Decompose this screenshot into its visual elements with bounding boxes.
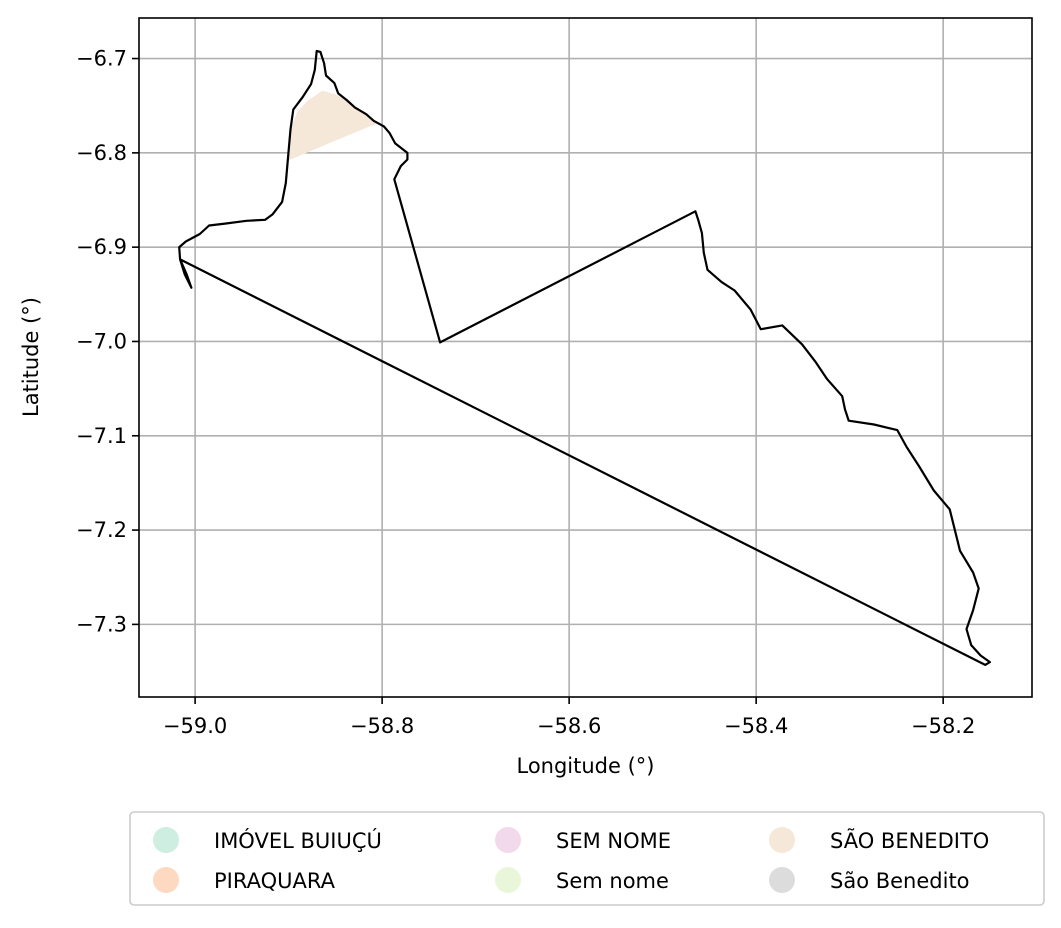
y-tick-label: −7.0 [76, 329, 127, 353]
legend-marker [495, 827, 521, 853]
legend-label: IMÓVEL BUIUÇÚ [214, 828, 382, 853]
legend: IMÓVEL BUIUÇÚ PIRAQUARA SEM NOME Sem nome SÃ… [129, 811, 1045, 906]
legend-marker [769, 827, 795, 853]
legend-label: SÃO BENEDITO [830, 827, 989, 853]
y-tick-label: −6.8 [76, 141, 127, 165]
grid-layer [139, 18, 1032, 697]
x-tick-label: −58.4 [724, 714, 788, 738]
x-tick-label: −58.6 [537, 714, 601, 738]
legend-label: PIRAQUARA [214, 869, 336, 893]
x-tick-label: −59.0 [163, 714, 227, 738]
y-axis-label: Latitude (°) [19, 297, 43, 417]
legend-marker [153, 867, 179, 893]
legend-marker [495, 867, 521, 893]
tick-layer: −59.0 −58.8 −58.6 −58.4 −58.2 −6.7 −6.8 −6.9 −7.… [76, 47, 975, 738]
y-tick-label: −7.3 [76, 612, 127, 636]
legend-label: SEM NOME [556, 829, 671, 853]
legend-label: São Benedito [830, 869, 970, 893]
y-tick-label: −6.9 [76, 235, 127, 259]
region-fill-sao-benedito [288, 90, 377, 161]
x-tick-label: −58.8 [350, 714, 414, 738]
x-axis-label: Longitude (°) [516, 754, 654, 778]
area-boundary [178, 49, 992, 667]
y-tick-label: −7.2 [76, 518, 127, 542]
region-fill-layer [288, 90, 377, 161]
y-tick-label: −6.7 [76, 47, 127, 71]
legend-items: IMÓVEL BUIUÇÚ PIRAQUARA SEM NOME Sem nome SÃ… [153, 827, 989, 893]
legend-frame [129, 811, 1045, 906]
boundary-layer [178, 49, 992, 667]
legend-marker [769, 867, 795, 893]
plot-frame [138, 17, 1033, 698]
x-tick-label: −58.2 [911, 714, 975, 738]
y-tick-label: −7.1 [76, 424, 127, 448]
legend-label: Sem nome [556, 869, 669, 893]
legend-marker [153, 827, 179, 853]
